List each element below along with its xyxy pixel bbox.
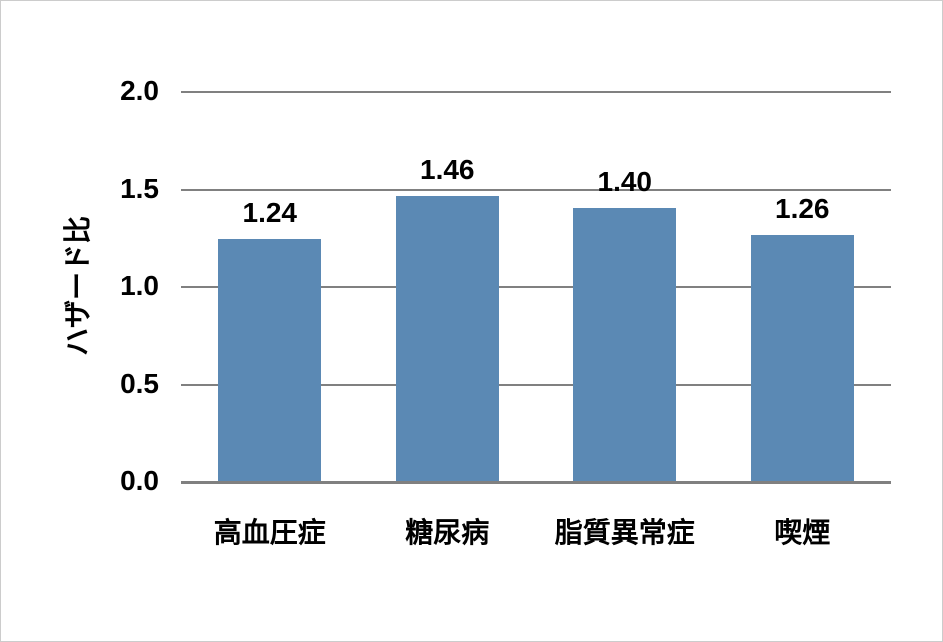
bar-value-label: 1.40 xyxy=(598,166,653,198)
x-tick-label: 高血圧症 xyxy=(214,511,326,551)
bar xyxy=(573,208,676,481)
x-tick-label: 糖尿病 xyxy=(405,511,489,551)
chart-container: ハザード比 0.0 0.5 1.0 1.5 2.0 1.24 高血圧症 1.46 糖尿病 1.40… xyxy=(0,0,943,642)
bar-value-label: 1.26 xyxy=(775,193,830,225)
y-tick-label: 1.5 xyxy=(120,173,159,205)
y-tick-label: 0.0 xyxy=(120,465,159,497)
x-tick-label: 喫煙 xyxy=(774,511,830,551)
y-axis-label: ハザード比 xyxy=(56,216,96,356)
bar xyxy=(751,235,854,481)
bar xyxy=(396,196,499,481)
y-tick-label: 0.5 xyxy=(120,368,159,400)
y-tick-label: 2.0 xyxy=(120,75,159,107)
gridline xyxy=(181,189,891,191)
baseline xyxy=(181,481,891,484)
bar-value-label: 1.24 xyxy=(243,197,298,229)
gridline xyxy=(181,91,891,93)
y-tick-label: 1.0 xyxy=(120,270,159,302)
bar-value-label: 1.46 xyxy=(420,154,475,186)
x-tick-label: 脂質異常症 xyxy=(555,511,695,551)
bar xyxy=(218,239,321,481)
plot-area xyxy=(181,91,891,481)
